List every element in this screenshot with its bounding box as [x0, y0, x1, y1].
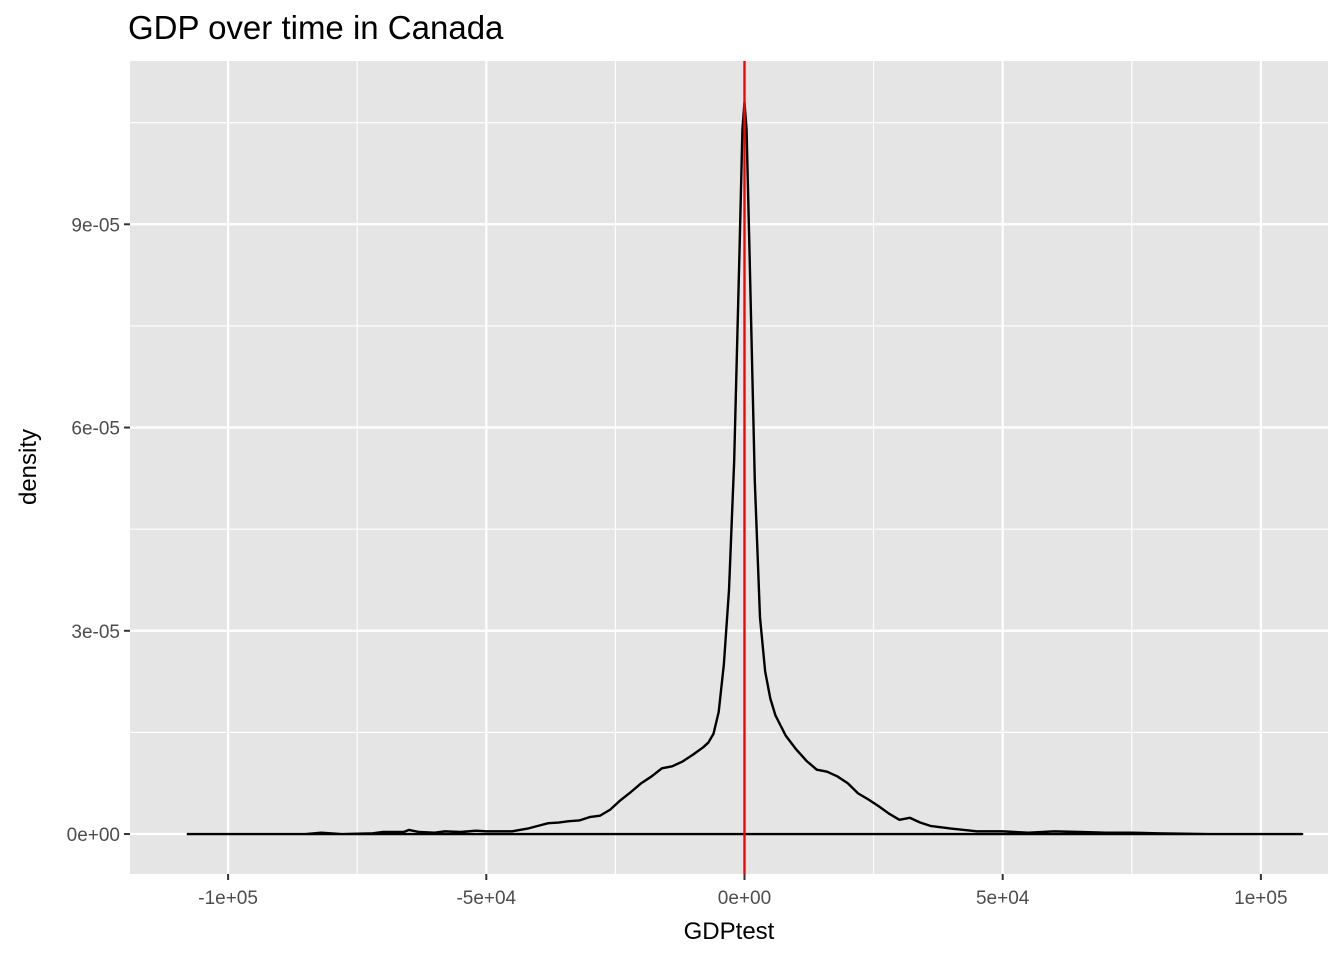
y-tick-label: 6e-05: [71, 419, 120, 440]
y-axis: 0e+00 3e-05 6e-05 9e-05: [67, 215, 130, 846]
x-tick-label: 1e+05: [1234, 888, 1287, 909]
x-tick-label: 0e+00: [718, 888, 771, 909]
x-tick-label: -5e+04: [456, 888, 516, 909]
x-tick-label: -1e+05: [198, 888, 258, 909]
x-tick-label: 5e+04: [976, 888, 1030, 909]
plot-panel: [130, 61, 1328, 874]
y-tick-label: 9e-05: [71, 215, 120, 236]
y-axis-title: density: [15, 429, 42, 505]
x-axis: -1e+05 -5e+04 0e+00 5e+04 1e+05: [198, 874, 1288, 909]
x-axis-title: GDPtest: [684, 918, 775, 945]
y-tick-label: 3e-05: [71, 622, 120, 643]
density-curve: [186, 101, 1304, 836]
y-tick-label: 0e+00: [67, 825, 120, 846]
chart-title: GDP over time in Canada: [128, 9, 504, 46]
